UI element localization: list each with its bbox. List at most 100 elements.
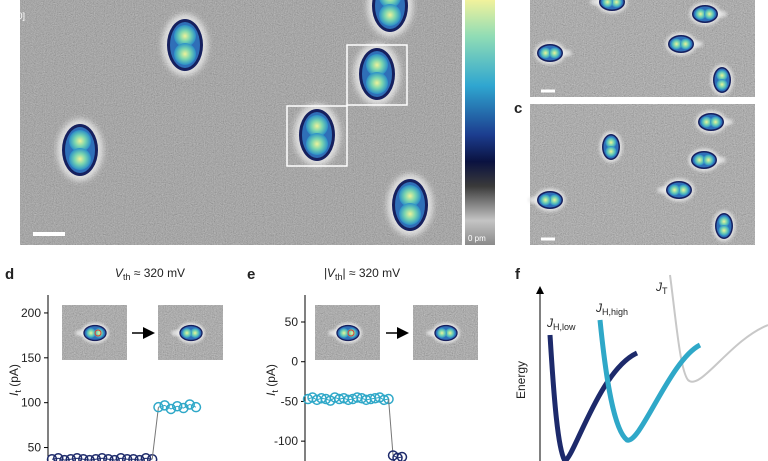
molecule-lobe (671, 38, 682, 50)
transition-line (151, 407, 159, 460)
data-point (134, 454, 145, 461)
label-main: I (7, 392, 21, 396)
molecule-lobe (399, 185, 421, 207)
molecule-lobe (399, 203, 421, 225)
label-rest: (pA) (264, 364, 278, 390)
tip-position (347, 329, 355, 337)
label-sub: t (13, 390, 23, 393)
molecule-lobe (605, 146, 617, 157)
molecule-lobe (695, 8, 706, 20)
molecule (171, 322, 205, 344)
data-point (396, 451, 408, 461)
highlight-box (286, 105, 348, 167)
tip-position (94, 329, 102, 337)
molecule (712, 210, 736, 242)
chart-title: |Vth| ≈ 320 mV (324, 266, 400, 282)
title-sub: th (335, 272, 343, 282)
molecule-lobe (669, 184, 680, 196)
curve-label-sub: T (662, 286, 668, 296)
panel-label: e (247, 266, 255, 283)
curve-label-main: J (655, 280, 663, 294)
y-axis-label: It (pA) (264, 364, 280, 396)
molecule (710, 64, 734, 96)
molecule (354, 43, 400, 105)
molecule-lobe (701, 116, 712, 128)
molecule (162, 14, 208, 76)
data-point (78, 453, 89, 461)
transition-line (388, 399, 394, 456)
molecule-lobe (366, 72, 388, 94)
panel-label: d (5, 266, 14, 283)
molecule-lobe (680, 38, 691, 50)
data-point (115, 453, 127, 461)
label-main: I (264, 392, 278, 396)
data-point (65, 453, 77, 461)
label-sub: t (270, 390, 280, 393)
curve-label: JH,low (546, 316, 576, 332)
molecule-lobe (436, 328, 447, 338)
molecule-lobe (306, 133, 328, 155)
data-point (53, 453, 64, 461)
molecule-lobe (716, 70, 728, 81)
axis-label: Energy (514, 361, 528, 399)
y-tick-label: -100 (274, 434, 298, 448)
molecule-lobe (540, 47, 551, 59)
molecule (294, 104, 340, 166)
data-point (140, 453, 152, 461)
curve-label-main: J (595, 301, 603, 315)
potential-curve (597, 319, 702, 443)
molecule (689, 2, 727, 26)
title-main: V (115, 266, 124, 280)
molecule-lobe (69, 130, 91, 152)
potential-curve (669, 274, 768, 383)
molecule-lobe (366, 54, 388, 76)
molecule (367, 0, 413, 37)
y-tick-label: 200 (21, 306, 41, 320)
data-point (128, 453, 139, 461)
y-tick-label: 150 (21, 351, 41, 365)
molecule-lobe (549, 194, 560, 206)
molecule-lobe (338, 328, 349, 338)
molecule-lobe (704, 8, 715, 20)
molecule (688, 148, 726, 172)
molecule-lobe (602, 0, 613, 8)
y-tick-label: 0 (291, 355, 298, 369)
molecule-lobe (605, 137, 617, 148)
data-point (392, 452, 403, 461)
data-point (190, 401, 202, 413)
chart-title: Vth ≈ 320 mV (115, 266, 185, 282)
data-point (171, 401, 183, 412)
curve-label-main: J (546, 316, 554, 330)
molecule-lobe (549, 47, 560, 59)
molecule (534, 41, 572, 65)
title-sub: th (123, 272, 131, 282)
data-point (184, 399, 195, 410)
molecule-lobe (703, 154, 714, 166)
y-tick-label: -50 (281, 394, 299, 408)
data-point (121, 453, 133, 461)
label-rest: (pA) (7, 364, 21, 390)
molecule (590, 0, 628, 14)
colorbar-label: 0 pm (468, 234, 486, 243)
molecules (528, 0, 736, 242)
molecule (528, 188, 566, 212)
molecule-lobe (174, 25, 196, 47)
molecule-lobe (718, 225, 730, 236)
panel-label: f (515, 266, 521, 283)
data-point (71, 453, 83, 461)
curve-label-sub: H,high (602, 307, 628, 317)
molecule (387, 174, 433, 236)
trace-line (158, 403, 197, 410)
data-point (96, 453, 108, 461)
y-tick-label: 50 (285, 315, 299, 329)
molecules (57, 0, 433, 236)
molecule-lobe (69, 148, 91, 170)
curve-label-sub: H,low (553, 322, 576, 332)
molecule-lobe (85, 328, 96, 338)
title-rest: | ≈ 320 mV (342, 266, 400, 280)
molecule-lobe (181, 328, 192, 338)
direction-label: [010] (5, 11, 25, 21)
molecule (665, 32, 703, 56)
